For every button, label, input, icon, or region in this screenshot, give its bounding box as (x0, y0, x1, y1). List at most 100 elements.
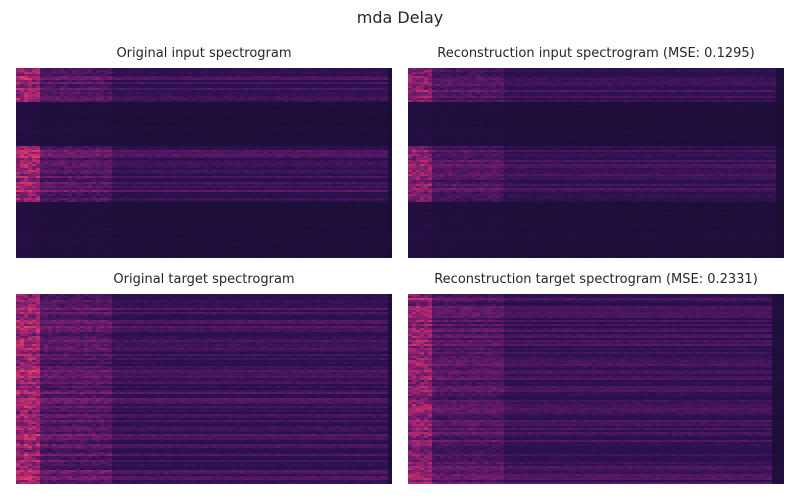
spectrogram-cell (84, 76, 89, 79)
spectrogram-cell (144, 216, 149, 219)
spectrogram-cell (200, 112, 205, 115)
spectrogram-cell (64, 114, 69, 117)
spectrogram-cell (196, 198, 201, 201)
panel-original-input: Original input spectrogram (16, 46, 392, 260)
spectrogram-cell (16, 198, 21, 201)
spectrogram-cell (20, 142, 25, 145)
spectrogram-cell (64, 142, 69, 145)
spectrogram-cell (48, 172, 53, 175)
spectrogram-cell (76, 76, 81, 79)
spectrogram-cell (124, 180, 129, 183)
spectrogram-cell (164, 70, 169, 73)
spectrogram-cell (200, 198, 205, 201)
spectrogram-cell (196, 224, 201, 227)
spectrogram-cell (52, 236, 57, 239)
spectrogram-cell (60, 252, 65, 255)
spectrogram-cell (128, 178, 133, 181)
spectrogram-cell (80, 142, 85, 145)
spectrogram-cell (160, 210, 165, 213)
spectrogram-cell (16, 254, 21, 257)
spectrogram-cell (140, 194, 145, 197)
spectrogram-cell (176, 166, 181, 169)
spectrogram-cell (140, 192, 145, 195)
spectrogram-cell (196, 84, 201, 87)
spectrogram-cell (16, 180, 21, 183)
spectrogram-cell (84, 114, 89, 117)
spectrogram-cell (200, 150, 205, 153)
spectrogram-cell (56, 112, 61, 115)
spectrogram-cell (48, 232, 53, 235)
spectrogram-cell (56, 108, 61, 111)
spectrogram-cell (184, 126, 189, 129)
spectrogram-cell (200, 204, 205, 207)
spectrogram-cell (128, 78, 133, 81)
spectrogram-cell (144, 76, 149, 79)
spectrogram-cell (24, 136, 29, 139)
spectrogram-cell (48, 156, 53, 159)
spectrogram-cell (84, 106, 89, 109)
spectrogram-cell (116, 134, 121, 137)
spectrogram-cell (68, 94, 73, 97)
spectrogram-cell (208, 148, 213, 151)
spectrogram-cell (108, 236, 113, 239)
spectrogram-cell (40, 80, 45, 83)
spectrogram-cell (140, 98, 145, 101)
spectrogram-cell (192, 80, 197, 83)
spectrogram-cell (156, 232, 161, 235)
spectrogram-cell (120, 180, 125, 183)
spectrogram-cell (168, 208, 173, 211)
spectrogram-cell (144, 194, 149, 197)
spectrogram-cell (180, 94, 185, 97)
spectrogram-cell (52, 158, 57, 161)
spectrogram-cell (88, 204, 93, 207)
spectrogram-cell (88, 186, 93, 189)
spectrogram-cell (200, 242, 205, 245)
spectrogram-cell (40, 144, 45, 147)
spectrogram-cell (28, 226, 33, 229)
spectrogram-cell (112, 182, 117, 185)
spectrogram-cell (16, 80, 21, 83)
spectrogram-cell (136, 224, 141, 227)
spectrogram-cell (76, 130, 81, 133)
spectrogram-cell (200, 224, 205, 227)
spectrogram-cell (92, 254, 97, 257)
spectrogram-cell (88, 222, 93, 225)
spectrogram-cell (96, 90, 101, 93)
spectrogram-cell (108, 130, 113, 133)
spectrogram-cell (44, 182, 49, 185)
spectrogram-cell (36, 152, 41, 155)
spectrogram-cell (144, 120, 149, 123)
spectrogram-cell (16, 206, 21, 209)
spectrogram-cell (56, 82, 61, 85)
spectrogram-cell (48, 136, 53, 139)
spectrogram-cell (196, 124, 201, 127)
spectrogram-cell (216, 246, 221, 249)
spectrogram-cell (160, 140, 165, 143)
spectrogram-cell (136, 144, 141, 147)
spectrogram-cell (44, 178, 49, 181)
spectrogram-cell (216, 158, 221, 161)
spectrogram-cell (84, 238, 89, 241)
spectrogram-cell (100, 110, 105, 113)
spectrogram-cell (220, 234, 225, 237)
spectrogram-cell (224, 72, 229, 75)
spectrogram-cell (184, 68, 189, 71)
spectrogram-cell (156, 166, 161, 169)
spectrogram-cell (120, 76, 125, 79)
spectrogram-cell (116, 200, 121, 203)
spectrogram-cell (164, 130, 169, 133)
spectrogram-cell (112, 102, 117, 105)
spectrogram-cell (20, 124, 25, 127)
spectrogram-cell (208, 150, 213, 153)
spectrogram-cell (40, 200, 45, 203)
spectrogram-cell (20, 206, 25, 209)
spectrogram-cell (28, 184, 33, 187)
spectrogram-cell (100, 252, 105, 255)
spectrogram-cell (56, 220, 61, 223)
spectrogram-cell (184, 242, 189, 245)
spectrogram-cell (196, 146, 201, 149)
spectrogram-cell (28, 154, 33, 157)
spectrogram-cell (188, 84, 193, 87)
spectrogram-cell (176, 80, 181, 83)
spectrogram-cell (176, 180, 181, 183)
